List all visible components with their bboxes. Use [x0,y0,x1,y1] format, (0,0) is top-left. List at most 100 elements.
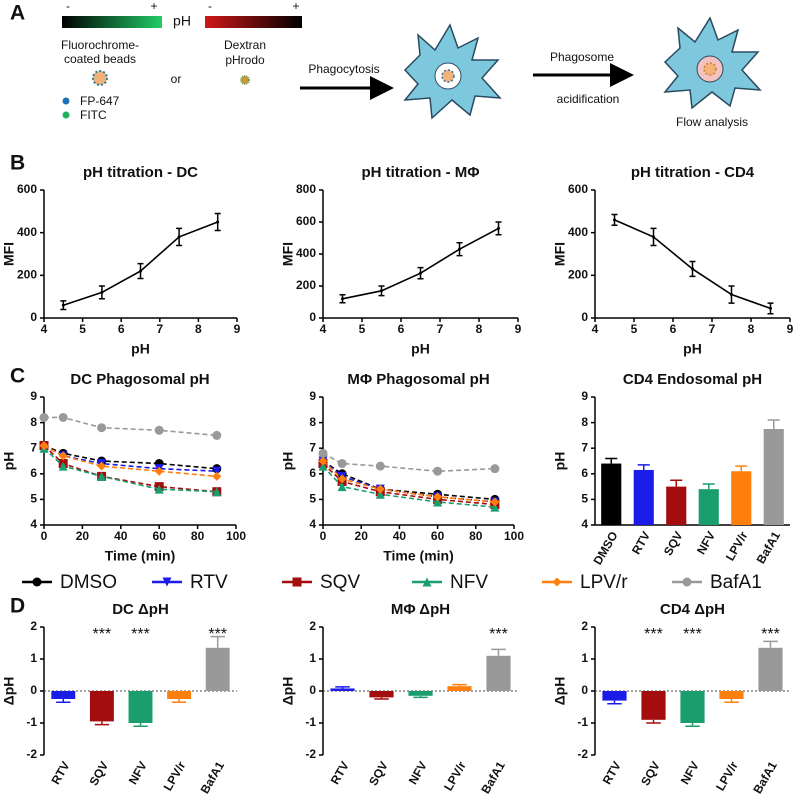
y-axis-label: pH [280,452,296,471]
point [613,218,616,222]
y-axis-label: MFI [280,242,296,266]
bar [698,489,719,525]
panel-a: - + pH - + Fluorochrome- coated beads or… [61,0,762,129]
marker [422,577,432,587]
y-tick-label: 2 [309,619,316,633]
x-tick-label: 6 [398,322,405,336]
bar [680,691,705,723]
panel-label: A [10,2,25,25]
bar [330,688,355,691]
y-tick-label: 200 [568,268,588,282]
y-tick-label: 5 [30,492,37,506]
y-tick-label: 0 [30,683,37,697]
x-tick-label: LPV/r [713,759,741,793]
y-axis-label: pH [552,452,568,471]
scale-plus: + [292,0,299,13]
chart-title: pH titration - CD4 [631,164,755,181]
y-axis-label: MFI [552,242,568,266]
marker [682,577,692,587]
x-tick-label: 5 [631,322,638,336]
legend-label: LPV/r [580,572,628,593]
y-tick-label: 600 [296,214,316,228]
beads-label: Fluorochrome- [61,38,139,52]
y-tick-label: 0 [309,683,316,697]
error-bar [452,683,467,687]
y-tick-label: -1 [26,715,37,729]
legend-label: SQV [320,572,360,593]
significance-label: *** [131,626,150,643]
y-tick-label: 1 [581,651,588,665]
x-tick-label: 9 [515,322,522,336]
error-bar [413,695,428,699]
error-bar [605,457,618,464]
marker [97,471,107,481]
marker [97,423,107,433]
x-tick-label: 4 [592,322,599,336]
series-line [322,465,495,508]
marker [154,425,164,435]
bar [633,469,654,525]
point [419,271,422,275]
error-bar [210,635,225,648]
x-tick-label: BafA1 [478,759,508,794]
x-tick-label: RTV [328,759,352,787]
series-line [322,460,495,503]
x-tick-label: 60 [431,529,445,543]
point [100,290,104,294]
y-tick-label: 600 [568,182,588,196]
chart-title: MΦ Phagosomal pH [347,371,489,388]
significance-label: *** [93,626,112,643]
x-tick-label: 40 [393,529,407,543]
x-tick-label: NFV [406,759,430,787]
x-tick-label: 80 [191,529,205,543]
x-axis-label: Time (min) [383,548,454,564]
x-tick-label: 0 [320,529,327,543]
dextran-label: pHrodo [225,53,265,67]
point [458,247,461,251]
error-bar [646,719,661,724]
marker [39,412,49,422]
y-tick-label: 6 [309,466,316,480]
significance-label: *** [683,626,702,643]
y-axis-label: ΔpH [280,677,296,706]
x-tick-label: RTV [629,529,653,557]
error-bar [763,640,778,648]
dye-label: FITC [80,108,107,122]
bar [601,463,622,525]
beads-label: coated beads [64,52,136,66]
y-tick-label: 4 [309,517,316,531]
y-tick-label: 6 [581,466,588,480]
significance-label: *** [761,626,780,643]
panel-label: C [10,365,25,388]
point [139,269,142,273]
marker [375,489,385,499]
chart-title: pH titration - MΦ [361,164,479,181]
point [730,293,733,297]
significance-label: *** [644,626,663,643]
error-bar [637,464,650,470]
error-bar [685,723,700,727]
y-tick-label: 400 [568,225,588,239]
marker [58,412,68,422]
marker [490,502,500,512]
x-tick-label: BafA1 [198,759,228,794]
y-tick-label: 4 [30,517,37,531]
error-bar [724,699,739,703]
or-label: or [171,72,182,86]
marker [212,466,222,476]
y-axis-label: MFI [1,242,17,266]
x-axis-label: pH [411,341,430,357]
x-tick-label: BafA1 [750,759,780,794]
x-tick-label: SQV [661,529,686,558]
marker [433,466,443,476]
marker [212,471,222,481]
scale-minus: - [66,0,70,13]
significance-label: *** [489,626,508,643]
y-tick-label: 7 [581,440,588,454]
series-line [322,462,495,506]
x-axis-label: pH [683,341,702,357]
scale-label: pH [173,13,191,29]
y-tick-label: 1 [30,651,37,665]
x-tick-label: 60 [153,529,167,543]
marker [375,461,385,471]
